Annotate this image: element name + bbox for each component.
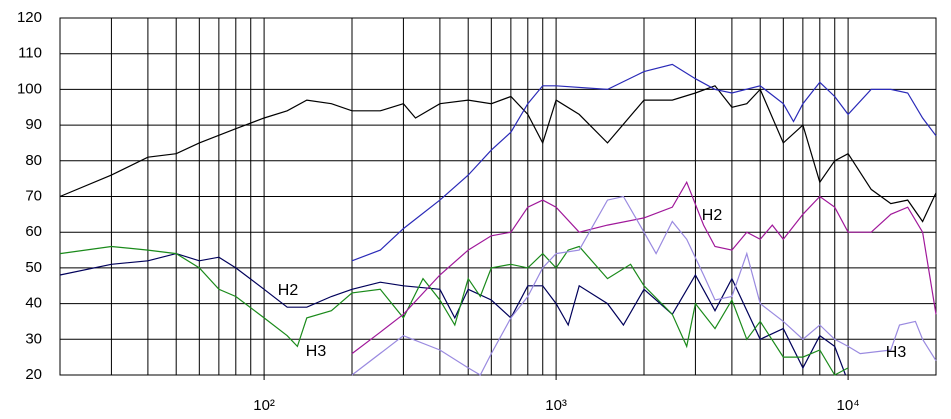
y-tick-label: 120 (17, 9, 42, 26)
y-tick-label: 70 (25, 187, 42, 204)
y-tick-label: 110 (18, 45, 42, 62)
series-line (59, 85, 937, 223)
series-line (351, 195, 937, 376)
annotation: H3 (886, 344, 907, 361)
series-line (351, 63, 937, 262)
series-line (59, 252, 847, 376)
y-tick-label: 90 (25, 116, 42, 133)
series-line (59, 245, 849, 376)
y-tick-label: 40 (25, 295, 42, 312)
annotation: H3 (306, 343, 327, 360)
series-line (351, 180, 937, 355)
annotation: H2 (278, 282, 299, 299)
y-tick-label: 20 (25, 366, 42, 383)
x-tick-label: 10⁴ (837, 397, 860, 414)
y-tick-label: 30 (25, 330, 42, 347)
y-tick-label: 50 (25, 259, 42, 276)
y-tick-label: 60 (25, 223, 42, 240)
y-tick-label: 100 (17, 80, 42, 97)
x-tick-label: 10² (253, 397, 275, 414)
annotation: H2 (702, 207, 723, 224)
x-tick-label: 10³ (545, 397, 567, 414)
y-tick-label: 80 (25, 152, 42, 169)
